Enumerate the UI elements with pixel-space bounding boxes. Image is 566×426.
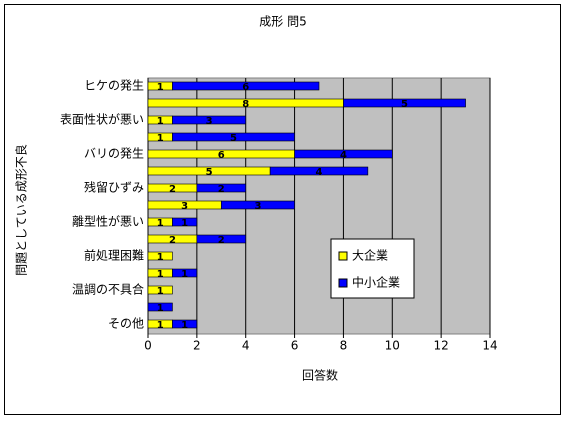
value-label: 1 xyxy=(157,320,164,331)
legend-label: 大企業 xyxy=(352,248,388,263)
y-tick-label: 残留ひずみ xyxy=(84,181,144,195)
bar-segment xyxy=(343,98,466,108)
value-label: 1 xyxy=(157,286,164,297)
x-tick-label: 14 xyxy=(482,339,497,353)
value-label: 2 xyxy=(169,184,176,195)
x-tick-label: 2 xyxy=(193,339,201,353)
bar-segment xyxy=(147,302,173,312)
y-tick-label: ヒケの発生 xyxy=(84,79,144,93)
x-tick-label: 12 xyxy=(434,339,449,353)
bar-segment xyxy=(172,115,247,125)
legend-swatch xyxy=(338,278,348,288)
value-label: 1 xyxy=(157,116,164,127)
x-tick-label: 0 xyxy=(144,339,152,353)
value-label: 1 xyxy=(157,252,164,263)
value-label: 2 xyxy=(169,235,176,246)
value-label: 6 xyxy=(242,82,249,93)
value-label: 2 xyxy=(218,184,225,195)
y-tick-label: 前処理困難 xyxy=(84,248,144,263)
value-label: 3 xyxy=(254,201,261,212)
y-tick-label: 表面性状が悪い xyxy=(60,112,144,127)
value-label: 5 xyxy=(401,99,408,110)
x-tick-label: 8 xyxy=(340,339,348,353)
value-label: 4 xyxy=(340,150,347,161)
y-tick-label: 温調の不具合 xyxy=(72,282,144,297)
value-label: 5 xyxy=(206,167,213,178)
y-tick-label: 離型性が悪い xyxy=(72,214,144,229)
value-label: 8 xyxy=(242,99,249,110)
value-label: 1 xyxy=(157,218,164,229)
bar-segment xyxy=(269,166,369,176)
legend-label: 中小企業 xyxy=(352,275,400,290)
bar-segment xyxy=(172,268,198,278)
value-label: 1 xyxy=(181,269,188,280)
bar-segment xyxy=(220,200,295,210)
value-label: 1 xyxy=(181,218,188,229)
value-label: 1 xyxy=(181,320,188,331)
y-tick-label: その他 xyxy=(108,317,144,331)
value-label: 1 xyxy=(157,303,164,314)
y-tick-label: バリの発生 xyxy=(84,147,144,161)
legend-swatch xyxy=(338,251,348,261)
chart-title: 成形 問5 xyxy=(259,15,306,29)
bar-segment xyxy=(147,251,173,261)
value-label: 3 xyxy=(206,116,213,127)
bar-segment xyxy=(196,234,247,244)
bar-segment xyxy=(172,217,198,227)
bar-segment xyxy=(172,319,198,329)
bar-segment xyxy=(147,285,173,295)
value-label: 1 xyxy=(157,269,164,280)
x-tick-label: 4 xyxy=(242,339,250,353)
value-label: 3 xyxy=(181,201,188,212)
bar-segment xyxy=(294,149,393,159)
value-label: 4 xyxy=(316,167,323,178)
value-label: 5 xyxy=(230,133,237,144)
value-label: 1 xyxy=(157,133,164,144)
value-label: 6 xyxy=(218,150,225,161)
x-tick-label: 10 xyxy=(385,339,400,353)
bar-segment xyxy=(196,183,247,193)
y-axis-label: 問題としている成形不良 xyxy=(14,144,29,276)
x-tick-label: 6 xyxy=(291,339,299,353)
value-label: 1 xyxy=(157,82,164,93)
bar-segment xyxy=(172,81,320,91)
x-axis-label: 回答数 xyxy=(302,368,338,383)
legend-box xyxy=(330,238,415,299)
value-label: 2 xyxy=(218,235,225,246)
bar-segment xyxy=(172,132,295,142)
